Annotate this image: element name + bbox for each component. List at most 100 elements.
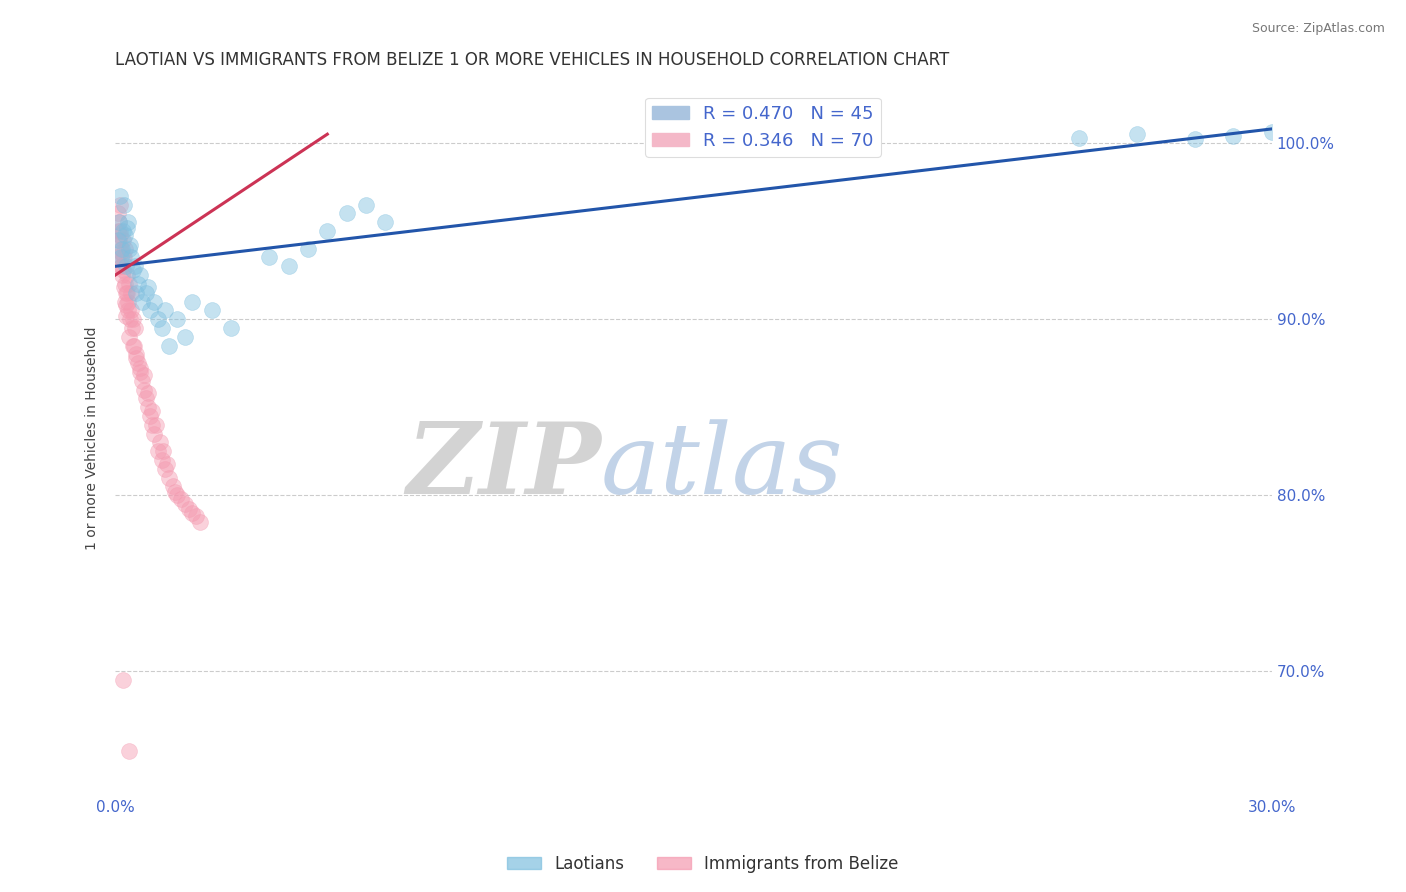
Point <box>141 403 163 417</box>
Point <box>134 383 156 397</box>
Point <box>112 197 135 211</box>
Point <box>219 321 242 335</box>
Point <box>1126 127 1149 141</box>
Point <box>354 197 377 211</box>
Point <box>131 294 153 309</box>
Point <box>105 251 128 265</box>
Point <box>115 285 138 300</box>
Point <box>111 242 134 256</box>
Text: atlas: atlas <box>600 419 844 514</box>
Point <box>297 242 319 256</box>
Point <box>316 224 339 238</box>
Point <box>139 409 162 423</box>
Point <box>135 285 157 300</box>
Point <box>173 330 195 344</box>
Point <box>117 215 139 229</box>
Point <box>155 303 177 318</box>
Point <box>336 206 359 220</box>
Point <box>108 227 131 242</box>
Point <box>118 744 141 758</box>
Point <box>111 260 134 274</box>
Point <box>145 417 167 432</box>
Point <box>150 453 173 467</box>
Point <box>259 251 281 265</box>
Point <box>117 303 139 318</box>
Point <box>157 470 180 484</box>
Point <box>121 262 143 277</box>
Point <box>112 251 135 265</box>
Text: LAOTIAN VS IMMIGRANTS FROM BELIZE 1 OR MORE VEHICLES IN HOUSEHOLD CORRELATION CH: LAOTIAN VS IMMIGRANTS FROM BELIZE 1 OR M… <box>115 51 949 69</box>
Point <box>127 356 149 370</box>
Point <box>112 251 135 265</box>
Point <box>121 321 143 335</box>
Point <box>108 215 131 229</box>
Point <box>131 374 153 388</box>
Point <box>115 220 138 235</box>
Point <box>110 251 132 265</box>
Point <box>181 506 204 520</box>
Point <box>115 268 138 282</box>
Legend: R = 0.470   N = 45, R = 0.346   N = 70: R = 0.470 N = 45, R = 0.346 N = 70 <box>645 97 880 157</box>
Point <box>146 312 169 326</box>
Point <box>186 509 208 524</box>
Point <box>107 224 129 238</box>
Point <box>139 303 162 318</box>
Legend: Laotians, Immigrants from Belize: Laotians, Immigrants from Belize <box>501 848 905 880</box>
Point <box>1184 132 1206 146</box>
Point <box>114 227 136 242</box>
Point <box>108 233 131 247</box>
Point <box>110 260 132 274</box>
Point <box>142 294 165 309</box>
Point <box>166 312 188 326</box>
Point <box>122 338 145 352</box>
Y-axis label: 1 or more Vehicles in Household: 1 or more Vehicles in Household <box>86 326 100 549</box>
Point <box>120 285 142 300</box>
Point <box>121 338 143 352</box>
Point <box>112 280 135 294</box>
Point <box>120 251 142 265</box>
Point <box>111 224 134 238</box>
Point <box>134 368 156 383</box>
Point <box>125 347 148 361</box>
Point <box>129 365 152 379</box>
Point <box>115 260 138 274</box>
Point <box>114 294 136 309</box>
Point <box>150 321 173 335</box>
Point <box>118 312 141 326</box>
Point <box>115 309 138 323</box>
Point <box>166 488 188 502</box>
Point <box>129 361 152 376</box>
Point <box>173 497 195 511</box>
Point <box>111 673 134 688</box>
Point <box>129 268 152 282</box>
Point <box>117 294 139 309</box>
Point <box>121 303 143 318</box>
Point <box>107 206 129 220</box>
Point <box>135 392 157 406</box>
Text: Source: ZipAtlas.com: Source: ZipAtlas.com <box>1251 22 1385 36</box>
Point <box>125 285 148 300</box>
Point <box>1069 130 1091 145</box>
Point <box>1261 125 1284 139</box>
Point <box>107 233 129 247</box>
Point <box>118 277 141 291</box>
Point <box>155 462 177 476</box>
Point <box>114 277 136 291</box>
Point <box>152 444 174 458</box>
Point <box>156 457 179 471</box>
Point <box>374 215 396 229</box>
Point <box>127 277 149 291</box>
Point <box>114 298 136 312</box>
Point <box>162 479 184 493</box>
Point <box>110 242 132 256</box>
Point <box>111 262 134 277</box>
Point <box>118 242 141 256</box>
Point <box>146 444 169 458</box>
Point <box>136 280 159 294</box>
Point <box>118 238 141 252</box>
Point <box>108 189 131 203</box>
Point <box>110 245 132 260</box>
Point <box>136 401 159 415</box>
Point <box>124 321 146 335</box>
Point <box>277 260 299 274</box>
